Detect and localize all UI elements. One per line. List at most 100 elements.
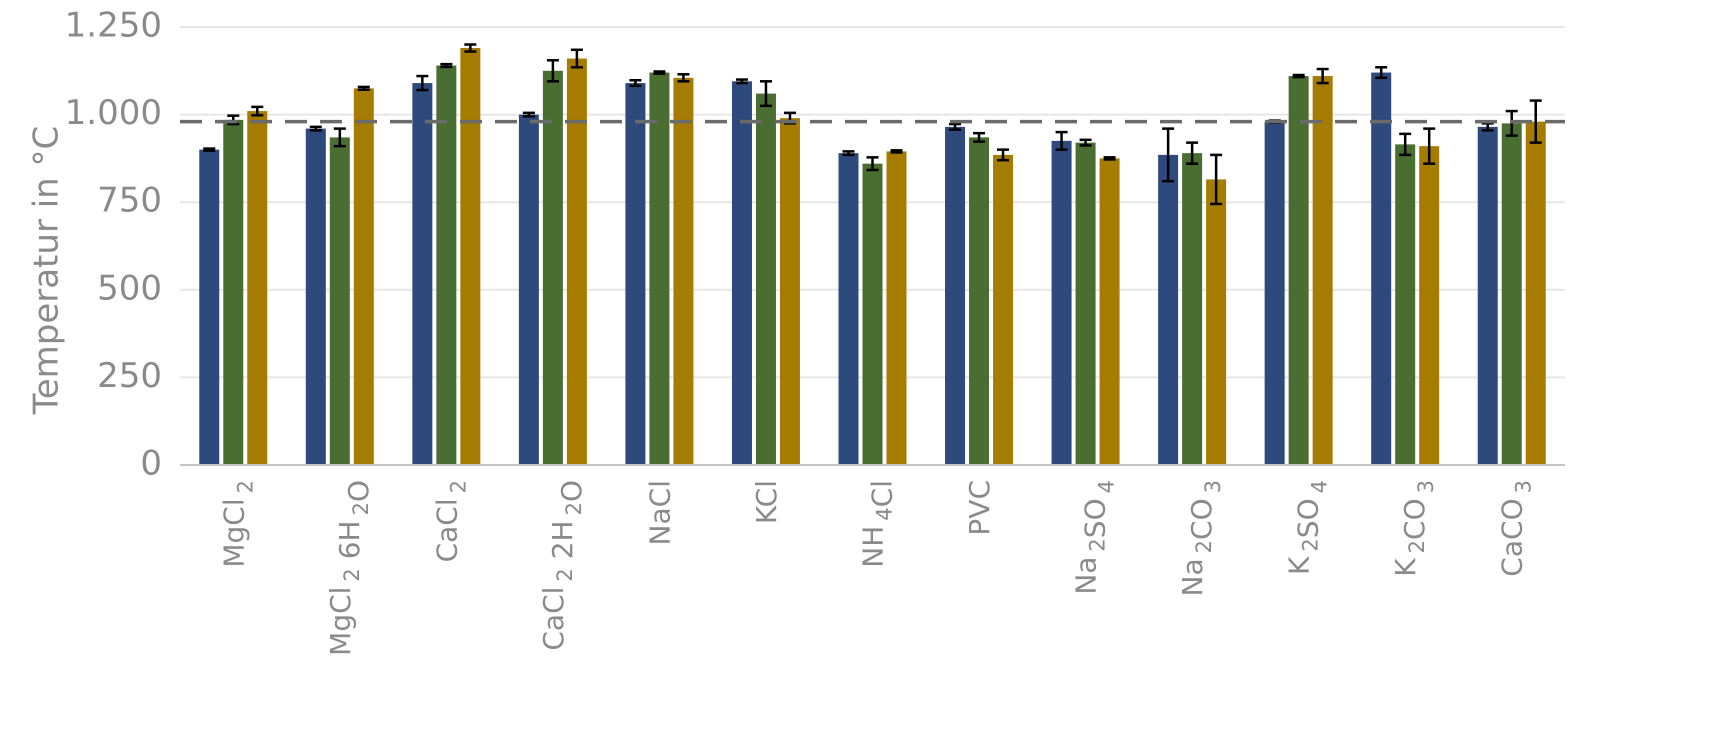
label-subscript: 3 xyxy=(1201,480,1225,493)
bar xyxy=(731,81,752,465)
bar xyxy=(353,88,374,465)
label-subscript: 4 xyxy=(873,507,897,520)
y-tick-label: 1.250 xyxy=(65,6,162,46)
x-category-label: CaCl 2 xyxy=(430,480,470,562)
x-category-label: NH 4Cl xyxy=(857,480,899,568)
label-text: SO xyxy=(1079,498,1112,538)
label-text: NaCl xyxy=(643,480,676,545)
label-text: PVC xyxy=(963,480,996,536)
bar xyxy=(1206,179,1227,465)
x-category-label: CaCl2 2H2O xyxy=(537,480,588,651)
bar xyxy=(542,70,563,466)
x-category-label: PVC xyxy=(963,480,996,536)
bar xyxy=(566,58,587,465)
bar xyxy=(223,119,244,465)
label-text: CaCl xyxy=(430,498,463,562)
label-subscript: 2 xyxy=(1299,538,1323,551)
label-text: 6H xyxy=(333,520,366,568)
y-axis-title: Temperatur in °C xyxy=(27,126,67,416)
label-text: Cl xyxy=(866,480,899,507)
bar xyxy=(886,151,907,465)
label-subscript: 2 xyxy=(340,568,364,581)
label-text: CaCO xyxy=(1496,498,1529,576)
y-tick-label: 250 xyxy=(97,356,162,396)
label-subscript: 2 xyxy=(562,502,586,515)
x-category-label: K 2CO 3 xyxy=(1389,480,1438,577)
label-subscript: 2 xyxy=(553,568,577,581)
label-subscript: 2 xyxy=(1086,538,1110,551)
bar xyxy=(625,83,646,466)
label-subscript: 3 xyxy=(1414,480,1438,493)
label-subscript: 4 xyxy=(1308,480,1332,493)
bar xyxy=(518,114,539,465)
bar xyxy=(1099,158,1120,465)
label-text: K xyxy=(1389,558,1422,577)
label-text: O xyxy=(342,480,375,502)
label-subscript: 2 xyxy=(233,480,257,493)
label-text: CO xyxy=(1185,498,1218,540)
bar xyxy=(1051,140,1072,465)
bar xyxy=(1288,76,1309,465)
x-category-label: CaCO 3 xyxy=(1496,480,1536,577)
label-text: MgCl xyxy=(217,498,250,567)
label-subscript: 2 xyxy=(1405,540,1429,553)
bar xyxy=(755,93,776,466)
bar xyxy=(1182,153,1203,466)
bar xyxy=(460,48,481,466)
label-subscript: 2 xyxy=(349,502,373,515)
x-category-label: MgCl 2 xyxy=(217,480,257,568)
label-subscript: 4 xyxy=(1095,480,1119,493)
y-tick-label: 1.000 xyxy=(65,93,162,133)
bar xyxy=(838,153,859,466)
bars xyxy=(199,48,1546,466)
label-subscript: 3 xyxy=(1512,480,1536,493)
bar xyxy=(673,77,694,466)
bar xyxy=(1419,146,1440,466)
label-text: O xyxy=(555,480,588,502)
bar xyxy=(1501,123,1522,466)
bar xyxy=(993,154,1014,465)
bar xyxy=(1264,121,1285,465)
label-subscript: 2 xyxy=(446,480,470,493)
bar xyxy=(1371,72,1392,465)
label-subscript: 2 xyxy=(1192,540,1216,553)
label-text: Na xyxy=(1176,558,1209,596)
bar xyxy=(305,128,326,465)
bar xyxy=(862,163,883,465)
x-category-label: Na 2CO 3 xyxy=(1176,480,1225,596)
bar xyxy=(1075,142,1096,465)
label-text: CaCl xyxy=(537,587,570,651)
bar xyxy=(779,118,800,465)
label-text: NH xyxy=(857,526,890,568)
bar xyxy=(1525,121,1546,465)
label-text: 2H xyxy=(546,520,579,568)
bar xyxy=(1158,154,1179,465)
y-tick-label: 500 xyxy=(97,268,162,308)
bar xyxy=(649,72,670,465)
y-tick-label: 750 xyxy=(97,181,162,221)
label-text: KCl xyxy=(750,480,783,524)
x-category-label: MgCl2 6H2O xyxy=(324,480,375,656)
label-text: K xyxy=(1283,556,1316,575)
bar xyxy=(1312,76,1333,465)
bar xyxy=(329,137,350,465)
label-text: CO xyxy=(1398,498,1431,540)
bar xyxy=(945,126,966,465)
x-category-label: K 2SO 4 xyxy=(1283,480,1332,575)
x-category-label: NaCl xyxy=(643,480,676,545)
bar xyxy=(1477,126,1498,465)
label-text: MgCl xyxy=(324,587,357,656)
y-tick-labels: 0 250 500 750 1.000 1.250 xyxy=(65,6,162,484)
label-text: SO xyxy=(1292,498,1325,538)
bar xyxy=(969,137,990,465)
label-text: Na xyxy=(1070,557,1103,595)
y-tick-label: 0 xyxy=(140,444,162,484)
bar xyxy=(1395,144,1416,465)
bar xyxy=(247,111,268,465)
bar xyxy=(199,149,220,465)
bar xyxy=(412,83,433,466)
x-category-label: Na 2SO 4 xyxy=(1070,480,1119,595)
